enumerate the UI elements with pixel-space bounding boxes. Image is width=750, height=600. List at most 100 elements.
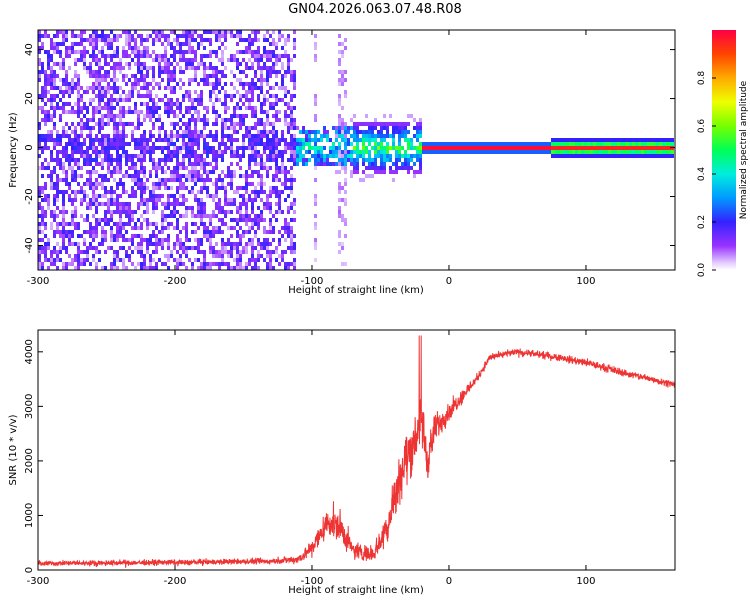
y-tick-label: 4000: [24, 339, 35, 364]
heatmap-cell: [260, 190, 263, 194]
heatmap-cell: [233, 74, 236, 78]
heatmap-cell: [53, 246, 56, 250]
heatmap-cell: [221, 122, 224, 126]
heatmap-cell: [179, 202, 182, 206]
heatmap-cell: [194, 258, 197, 262]
heatmap-cell: [62, 178, 65, 182]
heatmap-cell: [47, 82, 50, 86]
heatmap-cell: [245, 146, 248, 150]
heatmap-cell: [191, 142, 194, 146]
heatmap-cell: [284, 226, 287, 230]
heatmap-cell: [395, 126, 398, 130]
heatmap-cell: [119, 130, 122, 134]
heatmap-cell: [275, 170, 278, 174]
heatmap-cell: [140, 242, 143, 246]
heatmap-cell: [377, 170, 380, 174]
heatmap-cell: [341, 150, 344, 154]
heatmap-cell: [62, 78, 65, 82]
heatmap-cell: [179, 178, 182, 182]
heatmap-cell: [95, 158, 98, 162]
heatmap-cell: [671, 150, 674, 154]
heatmap-cell: [59, 42, 62, 46]
heatmap-cell: [293, 266, 296, 270]
heatmap-cell: [215, 118, 218, 122]
heatmap-cell: [74, 258, 77, 262]
heatmap-cell: [92, 86, 95, 90]
heatmap-cell: [71, 214, 74, 218]
heatmap-cell: [287, 102, 290, 106]
heatmap-cell: [41, 210, 44, 214]
heatmap-cell: [95, 122, 98, 126]
heatmap-cell: [116, 186, 119, 190]
heatmap-cell: [164, 238, 167, 242]
heatmap-cell: [269, 54, 272, 58]
heatmap-cell: [188, 238, 191, 242]
heatmap-cell: [335, 150, 338, 154]
heatmap-cell: [119, 182, 122, 186]
heatmap-cell: [275, 178, 278, 182]
heatmap-cell: [293, 178, 296, 182]
heatmap-cell: [203, 234, 206, 238]
heatmap-cell: [230, 118, 233, 122]
heatmap-cell: [188, 130, 191, 134]
heatmap-cell: [338, 170, 341, 174]
heatmap-cell: [98, 102, 101, 106]
heatmap-cell: [275, 70, 278, 74]
heatmap-cell: [44, 74, 47, 78]
heatmap-cell: [65, 110, 68, 114]
heatmap-cell: [125, 50, 128, 54]
heatmap-cell: [44, 114, 47, 118]
heatmap-cell: [299, 130, 302, 134]
heatmap-cell: [206, 174, 209, 178]
heatmap-cell: [131, 234, 134, 238]
heatmap-cell: [317, 158, 320, 162]
heatmap-cell: [80, 154, 83, 158]
heatmap-cell: [173, 102, 176, 106]
heatmap-cell: [191, 178, 194, 182]
heatmap-cell: [44, 122, 47, 126]
heatmap-cell: [248, 258, 251, 262]
heatmap-cell: [284, 166, 287, 170]
heatmap-cell: [278, 178, 281, 182]
heatmap-cell: [272, 42, 275, 46]
heatmap-cell: [95, 222, 98, 226]
heatmap-cell: [290, 110, 293, 114]
heatmap-cell: [44, 198, 47, 202]
heatmap-cell: [377, 122, 380, 126]
heatmap-cell: [206, 190, 209, 194]
heatmap-cell: [269, 102, 272, 106]
heatmap-cell: [506, 142, 509, 146]
heatmap-cell: [224, 246, 227, 250]
heatmap-cell: [179, 246, 182, 250]
heatmap-cell: [149, 258, 152, 262]
heatmap-cell: [80, 150, 83, 154]
heatmap-cell: [152, 50, 155, 54]
heatmap-cell: [44, 254, 47, 258]
heatmap-cell: [152, 78, 155, 82]
heatmap-cell: [404, 166, 407, 170]
heatmap-cell: [401, 134, 404, 138]
heatmap-cell: [167, 202, 170, 206]
heatmap-cell: [44, 182, 47, 186]
heatmap-cell: [245, 126, 248, 130]
heatmap-cell: [245, 262, 248, 266]
heatmap-cell: [344, 122, 347, 126]
heatmap-cell: [191, 166, 194, 170]
heatmap-cell: [89, 102, 92, 106]
heatmap-cell: [182, 246, 185, 250]
heatmap-cell: [44, 214, 47, 218]
heatmap-cell: [617, 146, 620, 150]
heatmap-cell: [218, 230, 221, 234]
heatmap-cell: [182, 122, 185, 126]
heatmap-cell: [272, 94, 275, 98]
heatmap-cell: [224, 242, 227, 246]
heatmap-cell: [269, 106, 272, 110]
heatmap-cell: [41, 138, 44, 142]
heatmap-cell: [164, 62, 167, 66]
heatmap-cell: [176, 202, 179, 206]
heatmap-cell: [236, 186, 239, 190]
heatmap-cell: [233, 110, 236, 114]
heatmap-cell: [638, 142, 641, 146]
heatmap-cell: [71, 174, 74, 178]
heatmap-cell: [44, 158, 47, 162]
